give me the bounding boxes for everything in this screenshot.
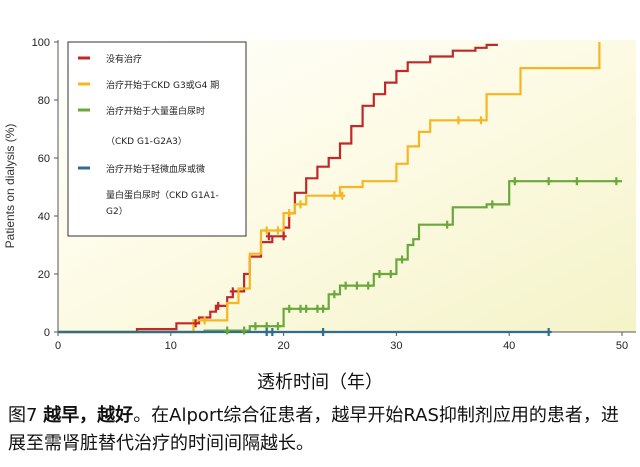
series-2-marker-21 bbox=[573, 177, 580, 186]
series-2-marker-11 bbox=[342, 281, 349, 290]
legend: 没有治疗 治疗开始于CKD G3或G4 期 治疗开始于大量蛋白尿时 （CKD G… bbox=[67, 41, 247, 237]
series-2-marker-4 bbox=[274, 322, 281, 331]
series-3-marker-0 bbox=[263, 328, 270, 336]
series-2-marker-8 bbox=[314, 304, 321, 313]
x-tick-label-10: 10 bbox=[165, 340, 177, 352]
figure-caption: 图7 越早，越好。在Alport综合征患者，越早开始RAS抑制剂应用的患者，进展… bbox=[8, 402, 636, 458]
x-tick-label-50: 50 bbox=[616, 340, 628, 352]
series-1-marker-4 bbox=[297, 200, 304, 209]
y-tick-label-40: 40 bbox=[38, 211, 50, 223]
series-2-marker-12 bbox=[353, 281, 360, 290]
series-1-marker-3 bbox=[286, 209, 293, 218]
series-2-marker-9 bbox=[320, 304, 327, 313]
x-tick-label-0: 0 bbox=[55, 340, 61, 352]
caption-lead: 图7 bbox=[8, 405, 44, 426]
series-2-marker-15 bbox=[387, 270, 394, 278]
ticks: 0 10 20 30 40 50 0 20 40 60 80 100 bbox=[32, 37, 628, 352]
series-1-marker-6 bbox=[339, 191, 346, 200]
legend-label-ckd-g3g4: 治疗开始于CKD G3或G4 期 bbox=[106, 79, 219, 91]
series-0-marker-0 bbox=[192, 319, 199, 328]
series-2-marker-13 bbox=[365, 281, 372, 290]
series-3-marker-1 bbox=[269, 328, 276, 336]
legend-label-proteinuria: 治疗开始于大量蛋白尿时 bbox=[106, 105, 205, 117]
series-2-marker-10 bbox=[331, 290, 338, 299]
legend-label-proteinuria-stage: （CKD G1-G2A3） bbox=[106, 136, 187, 147]
series-2-marker-6 bbox=[297, 304, 304, 313]
series-2-marker-22 bbox=[613, 177, 620, 186]
series-2-marker-1 bbox=[241, 326, 248, 335]
y-tick-label-20: 20 bbox=[38, 269, 50, 281]
series-1-marker-1 bbox=[263, 226, 270, 235]
y-tick-label-80: 80 bbox=[38, 95, 50, 107]
y-tick-label-60: 60 bbox=[38, 153, 50, 165]
series-2-marker-14 bbox=[376, 270, 383, 278]
series-line-0 bbox=[58, 43, 498, 334]
series-0-marker-4 bbox=[280, 232, 287, 241]
series-2-marker-20 bbox=[545, 177, 552, 186]
series-0-marker-3 bbox=[265, 232, 272, 241]
y-axis-label: Patients on dialysis (%) bbox=[3, 124, 17, 249]
series-1-marker-2 bbox=[274, 226, 281, 235]
series-0-marker-2 bbox=[229, 287, 236, 296]
legend-label-hematuria: 治疗开始于轻微血尿或微 bbox=[106, 163, 205, 175]
series-1-marker-8 bbox=[478, 116, 484, 125]
y-tick-label-0: 0 bbox=[44, 327, 50, 339]
series-2-marker-18 bbox=[489, 200, 496, 209]
series-1-marker-5 bbox=[331, 191, 338, 200]
series-1-marker-7 bbox=[455, 116, 462, 125]
series-2-marker-7 bbox=[303, 304, 310, 313]
series-2-marker-2 bbox=[252, 322, 259, 331]
y-tick-label-100: 100 bbox=[32, 37, 50, 49]
series-1-marker-0 bbox=[201, 316, 208, 325]
legend-label-hematuria-3: G2） bbox=[106, 206, 128, 217]
series-0-marker-1 bbox=[215, 301, 222, 310]
caption-rest: 。在Alport综合征患者，越早开始RAS抑制剂应用的患者，进展至需肾脏替代治疗… bbox=[8, 405, 619, 454]
x-tick-label-40: 40 bbox=[503, 340, 515, 352]
series-2-marker-17 bbox=[444, 220, 451, 229]
series-2-marker-16 bbox=[399, 255, 406, 264]
legend-label-hematuria-2: 量白蛋白尿时（CKD G1A1- bbox=[106, 189, 219, 201]
series-3-marker-3 bbox=[545, 328, 552, 336]
x-axis-label: 透析时间（年） bbox=[257, 372, 383, 393]
series-3-marker-2 bbox=[320, 328, 327, 336]
chart-svg: 0 10 20 30 40 50 0 20 40 60 80 100 没有治疗 治疗开始于CKD G3… bbox=[3, 37, 636, 393]
series-2-marker-5 bbox=[286, 304, 293, 313]
caption-bold: 越早，越好 bbox=[43, 405, 134, 426]
series-2-marker-0 bbox=[224, 326, 231, 335]
x-tick-label-30: 30 bbox=[390, 340, 402, 352]
x-tick-label-20: 20 bbox=[277, 340, 289, 352]
legend-label-no-treatment: 没有治疗 bbox=[106, 53, 142, 65]
legend-box bbox=[67, 41, 247, 237]
series-2-marker-19 bbox=[511, 177, 518, 186]
series-markers bbox=[192, 116, 620, 336]
